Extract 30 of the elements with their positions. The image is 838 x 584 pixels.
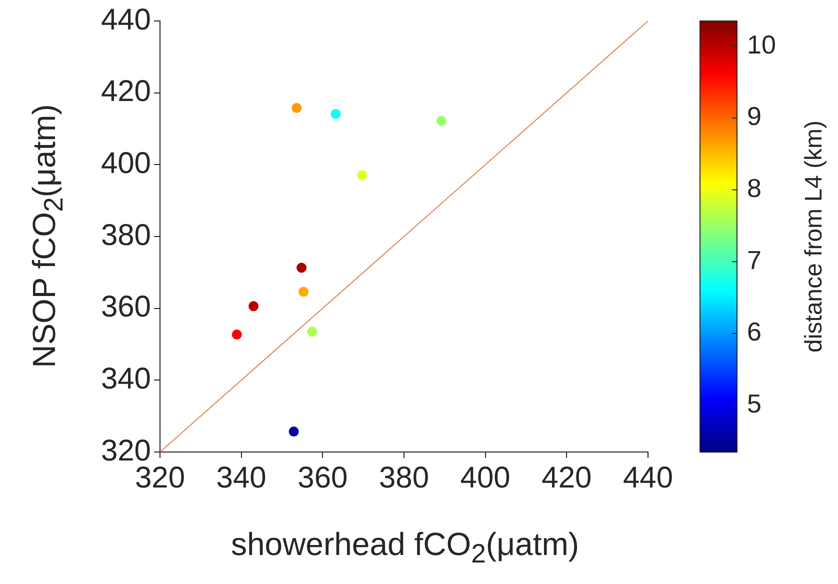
- point: [357, 170, 368, 180]
- color-bar-label: 10: [747, 29, 776, 60]
- x-tick-label: 440: [622, 461, 674, 494]
- color-bar-label: 7: [747, 244, 762, 275]
- color-bar-title: distance from L4 (km): [800, 120, 828, 353]
- x-tick-label: 400: [460, 461, 510, 494]
- point: [330, 109, 341, 120]
- point: [436, 116, 446, 126]
- color-bar-label: 5: [747, 388, 762, 418]
- x-tick-label: 360: [298, 461, 348, 494]
- x-tick-label: 380: [378, 461, 430, 494]
- point: [248, 301, 259, 312]
- color-bar-label: 9: [747, 101, 762, 132]
- point: [288, 426, 299, 437]
- y-tick-label: 440: [100, 3, 151, 36]
- x-tick-label: 420: [542, 461, 592, 494]
- y-tick-label: 380: [100, 218, 151, 252]
- x-tick-label: 340: [216, 461, 266, 494]
- y-tick-label: 340: [100, 362, 151, 396]
- color-bar-label: 6: [747, 316, 762, 347]
- point: [307, 326, 318, 337]
- y-tick-label: 400: [100, 146, 151, 180]
- point: [296, 262, 307, 273]
- point: [298, 286, 309, 297]
- point: [292, 102, 302, 113]
- color-bar-label: 8: [747, 172, 762, 203]
- y-tick-label: 420: [100, 75, 151, 108]
- y-tick-label: 360: [100, 290, 151, 324]
- x-axis-title: showerhead fCO$_{2}$(μatm): [230, 526, 580, 570]
- point: [232, 330, 242, 340]
